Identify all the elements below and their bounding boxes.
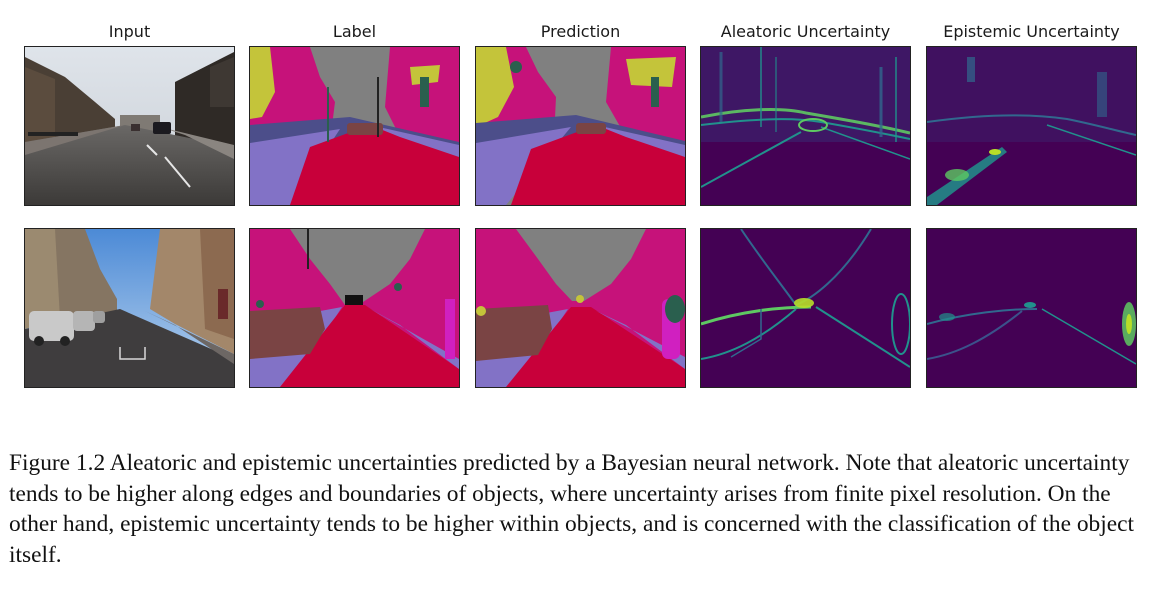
aleatoric-map-row2 bbox=[700, 228, 911, 388]
epistemic-heatmap-2 bbox=[927, 229, 1136, 387]
aleatoric-heatmap-1 bbox=[701, 47, 910, 205]
label-map-row1 bbox=[249, 46, 460, 206]
column-title-prediction: Prediction bbox=[540, 22, 621, 41]
figure-caption: Figure 1.2 Aleatoric and epistemic uncer… bbox=[9, 450, 1135, 568]
label-segmentation-2 bbox=[250, 229, 459, 387]
aleatoric-map-row1 bbox=[700, 46, 911, 206]
prediction-segmentation-1 bbox=[476, 47, 685, 205]
aleatoric-heatmap-2 bbox=[701, 229, 910, 387]
label-segmentation-1 bbox=[250, 47, 459, 205]
column-title-aleatoric: Aleatoric Uncertainty bbox=[720, 22, 891, 41]
prediction-map-row2 bbox=[475, 228, 686, 388]
input-image-row2 bbox=[24, 228, 235, 388]
prediction-map-row1 bbox=[475, 46, 686, 206]
epistemic-heatmap-1 bbox=[927, 47, 1136, 205]
prediction-segmentation-2 bbox=[476, 229, 685, 387]
input-image-row1 bbox=[24, 46, 235, 206]
epistemic-map-row2 bbox=[926, 228, 1137, 388]
street-photo-1 bbox=[25, 47, 234, 205]
street-photo-2 bbox=[25, 229, 234, 387]
column-title-epistemic: Epistemic Uncertainty bbox=[943, 22, 1120, 41]
column-title-input: Input bbox=[108, 22, 151, 41]
label-map-row2 bbox=[249, 228, 460, 388]
epistemic-map-row1 bbox=[926, 46, 1137, 206]
column-title-label: Label bbox=[332, 22, 377, 41]
